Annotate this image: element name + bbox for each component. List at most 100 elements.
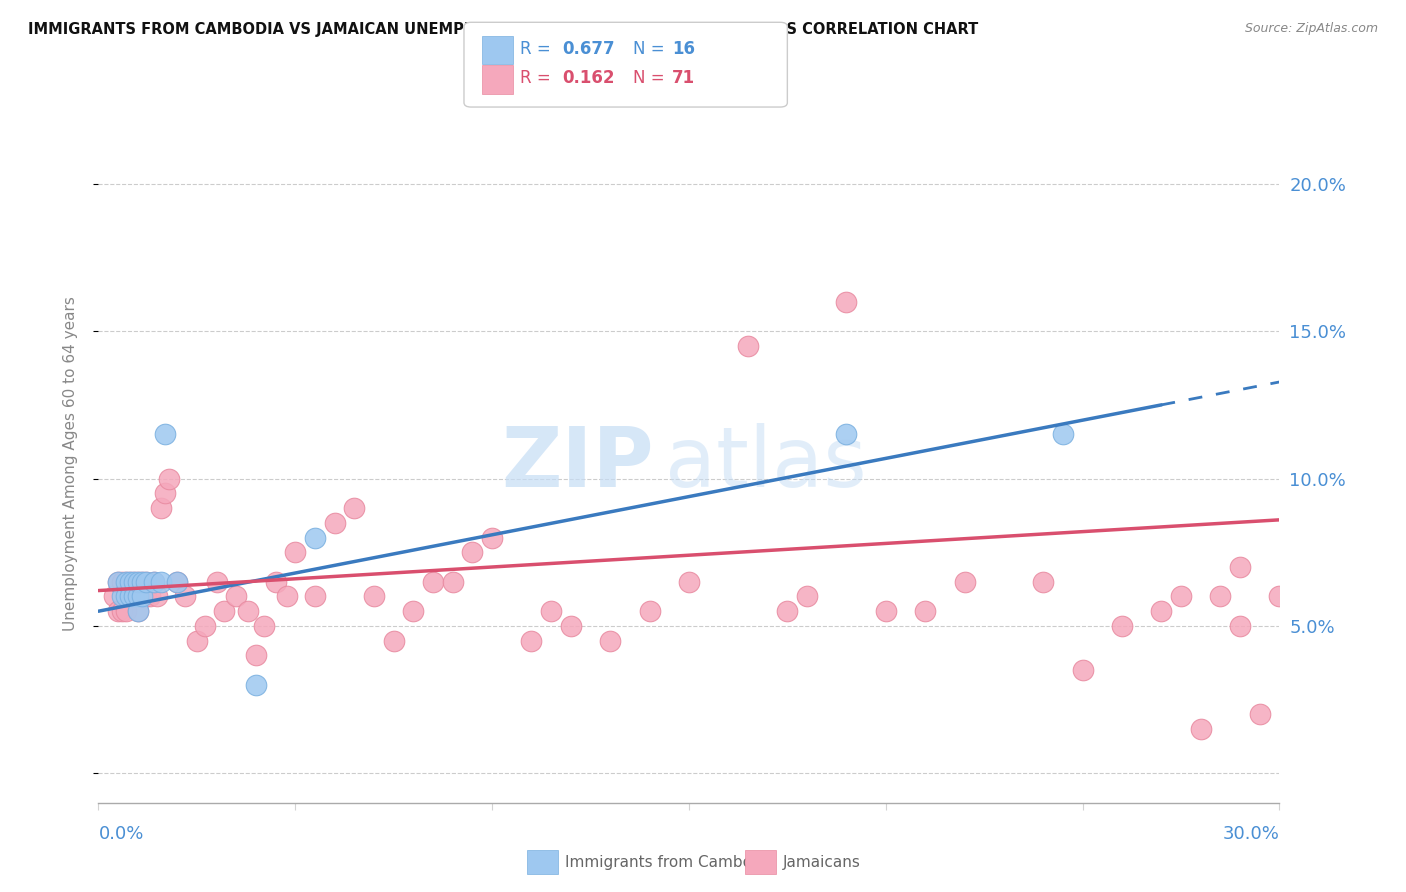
Point: [166, 574, 188, 589]
Point: [214, 604, 236, 618]
Point: [1189, 722, 1212, 736]
Point: [155, 486, 177, 500]
Point: [1268, 590, 1291, 604]
Point: [914, 604, 936, 618]
Text: 0.677: 0.677: [562, 40, 614, 58]
Point: [1249, 707, 1271, 722]
Point: [127, 574, 149, 589]
Point: [304, 590, 326, 604]
Text: 16: 16: [672, 40, 695, 58]
Point: [776, 604, 799, 618]
Point: [1032, 574, 1054, 589]
Point: [115, 574, 138, 589]
Point: [127, 604, 149, 618]
Point: [107, 604, 129, 618]
Point: [135, 574, 157, 589]
Text: Jamaicans: Jamaicans: [783, 855, 860, 870]
Text: R =: R =: [520, 40, 557, 58]
Text: IMMIGRANTS FROM CAMBODIA VS JAMAICAN UNEMPLOYMENT AMONG AGES 60 TO 64 YEARS CORR: IMMIGRANTS FROM CAMBODIA VS JAMAICAN UNE…: [28, 22, 979, 37]
Point: [115, 604, 138, 618]
Point: [638, 604, 661, 618]
Point: [599, 633, 621, 648]
Point: [1229, 560, 1251, 574]
Point: [835, 294, 858, 309]
Point: [245, 648, 267, 663]
Point: [118, 574, 141, 589]
Point: [131, 574, 153, 589]
Point: [441, 574, 464, 589]
Point: [205, 574, 228, 589]
Text: R =: R =: [520, 70, 557, 87]
Point: [678, 574, 700, 589]
Point: [150, 501, 173, 516]
Point: [142, 574, 165, 589]
Point: [135, 590, 157, 604]
Point: [875, 604, 897, 618]
Point: [122, 574, 145, 589]
Text: 0.0%: 0.0%: [98, 825, 143, 843]
Point: [540, 604, 562, 618]
Text: Immigrants from Cambodia: Immigrants from Cambodia: [565, 855, 776, 870]
Point: [103, 590, 125, 604]
Text: 0.162: 0.162: [562, 70, 614, 87]
Point: [363, 590, 385, 604]
Point: [461, 545, 484, 559]
Point: [1150, 604, 1173, 618]
Point: [343, 501, 366, 516]
Point: [122, 590, 145, 604]
Text: 71: 71: [672, 70, 695, 87]
Point: [107, 574, 129, 589]
Text: N =: N =: [633, 40, 669, 58]
Point: [155, 427, 177, 442]
Text: Source: ZipAtlas.com: Source: ZipAtlas.com: [1244, 22, 1378, 36]
Point: [111, 590, 134, 604]
Point: [194, 619, 217, 633]
Point: [1052, 427, 1074, 442]
Point: [111, 574, 134, 589]
Point: [135, 574, 157, 589]
Point: [737, 339, 759, 353]
Point: [107, 574, 129, 589]
Y-axis label: Unemployment Among Ages 60 to 64 years: Unemployment Among Ages 60 to 64 years: [63, 296, 77, 632]
Point: [115, 574, 138, 589]
Point: [122, 574, 145, 589]
Point: [111, 604, 134, 618]
Point: [138, 590, 160, 604]
Point: [245, 678, 267, 692]
Point: [276, 590, 298, 604]
Point: [835, 427, 858, 442]
Text: 30.0%: 30.0%: [1223, 825, 1279, 843]
Point: [1209, 590, 1232, 604]
Point: [146, 590, 169, 604]
Point: [118, 574, 141, 589]
Point: [422, 574, 444, 589]
Point: [122, 590, 145, 604]
Point: [174, 590, 197, 604]
Point: [481, 531, 503, 545]
Point: [118, 590, 141, 604]
Point: [236, 604, 259, 618]
Text: atlas: atlas: [665, 424, 868, 504]
Point: [402, 604, 425, 618]
Point: [1111, 619, 1133, 633]
Point: [284, 545, 307, 559]
Point: [1288, 619, 1310, 633]
Point: [796, 590, 818, 604]
Point: [1170, 590, 1192, 604]
Point: [118, 590, 141, 604]
Point: [131, 590, 153, 604]
Point: [225, 590, 247, 604]
Point: [127, 604, 149, 618]
Text: ZIP: ZIP: [501, 424, 654, 504]
Point: [127, 574, 149, 589]
Point: [323, 516, 346, 530]
Point: [150, 574, 173, 589]
Point: [560, 619, 582, 633]
Point: [1308, 722, 1330, 736]
Point: [131, 574, 153, 589]
Point: [1229, 619, 1251, 633]
Text: N =: N =: [633, 70, 669, 87]
Point: [382, 633, 405, 648]
Point: [142, 574, 165, 589]
Point: [253, 619, 276, 633]
